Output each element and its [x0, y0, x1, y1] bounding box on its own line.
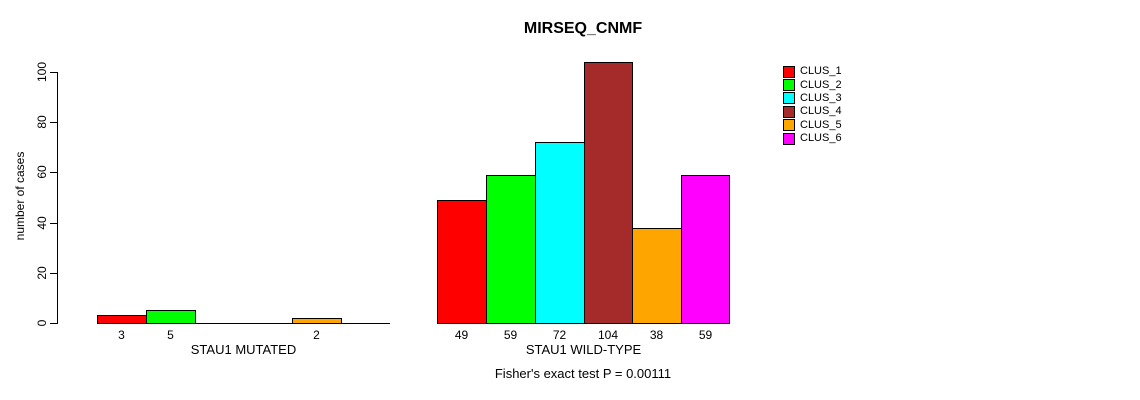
legend-entry: CLUS_1 — [783, 65, 842, 78]
y-tick-label: 0 — [35, 319, 49, 327]
bar-value-label: 59 — [698, 328, 713, 342]
legend-entry-label: CLUS_4 — [800, 105, 842, 118]
legend-entry: CLUS_6 — [783, 132, 842, 145]
y-tick-mark — [50, 273, 57, 274]
bar-clus_2 — [146, 310, 196, 324]
bar-value-label: 72 — [552, 328, 567, 342]
y-tick-label: 20 — [35, 266, 49, 280]
annotation-text: Fisher's exact test P = 0.00111 — [494, 366, 672, 381]
y-tick-mark — [50, 172, 57, 173]
bar-value-label: 3 — [118, 328, 125, 342]
bar-value-label: 38 — [649, 328, 664, 342]
bar-clus_4 — [584, 62, 633, 324]
bar-value-label: 59 — [503, 328, 518, 342]
bar-group: 49 59 72 104 38 59 STAU1 WILD-TYPE — [437, 62, 730, 357]
legend-entry-label: CLUS_6 — [800, 132, 842, 145]
legend: CLUS_1 CLUS_2 CLUS_3 CLUS_4 CLUS_5 CLUS_6 — [783, 65, 842, 145]
bar-value-label: 5 — [167, 328, 174, 342]
bar-value-label: 49 — [454, 328, 469, 342]
bar-clus_5 — [632, 228, 682, 324]
y-tick-label: 40 — [35, 216, 49, 230]
legend-color-swatch — [783, 79, 795, 92]
bar-clus_6 — [681, 175, 730, 324]
y-axis-label: number of cases — [13, 151, 27, 241]
y-axis — [57, 72, 58, 324]
legend-entry: CLUS_3 — [783, 92, 842, 105]
y-tick-mark — [50, 223, 57, 224]
bar-clus_2 — [486, 175, 536, 324]
legend-entry-label: CLUS_2 — [800, 78, 842, 91]
legend-entry-label: CLUS_5 — [800, 118, 842, 131]
legend-color-swatch — [783, 119, 795, 132]
y-tick-mark — [50, 323, 57, 324]
y-tick-mark — [50, 72, 57, 73]
y-tick-label: 100 — [35, 61, 49, 83]
legend-entry: CLUS_5 — [783, 119, 842, 132]
x-axis-group-label: STAU1 WILD-TYPE — [525, 342, 642, 357]
legend-entry-label: CLUS_1 — [800, 65, 842, 78]
legend-color-swatch — [783, 92, 795, 105]
legend-entry-label: CLUS_3 — [800, 91, 842, 104]
y-tick-mark — [50, 122, 57, 123]
legend-entry: CLUS_4 — [783, 105, 842, 118]
x-axis-group-label: STAU1 MUTATED — [190, 342, 297, 357]
chart-title: MIRSEQ_CNMF — [523, 20, 643, 37]
bar-clus_5 — [292, 318, 342, 324]
legend-color-swatch — [783, 65, 795, 78]
bar-clus_3 — [535, 142, 585, 324]
legend-color-swatch — [783, 105, 795, 118]
bar-clus_1 — [97, 315, 147, 324]
bar-value-label: 104 — [597, 328, 619, 342]
y-tick-label: 60 — [35, 165, 49, 179]
bar-group: 3 5 2 STAU1 MUTATED — [97, 72, 390, 357]
legend-color-swatch — [783, 132, 795, 145]
legend-entry: CLUS_2 — [783, 78, 842, 92]
y-tick-label: 80 — [35, 115, 49, 129]
bar-value-label: 2 — [313, 328, 320, 342]
bar-clus_1 — [437, 200, 487, 324]
